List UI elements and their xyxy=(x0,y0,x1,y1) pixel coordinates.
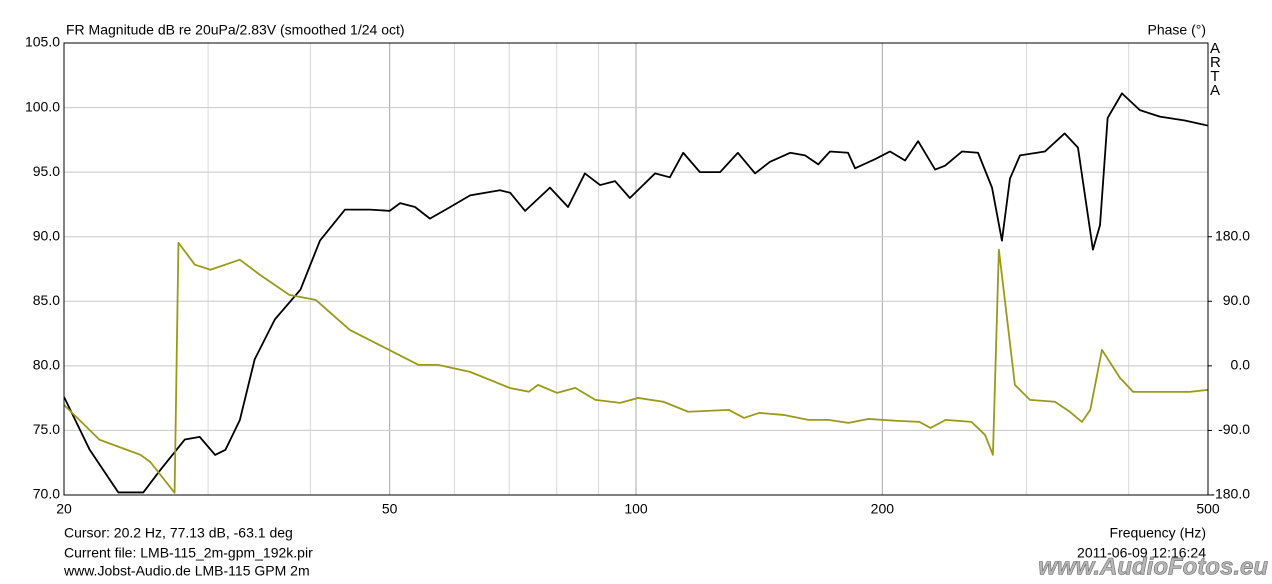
brand-label: ARTA xyxy=(1210,40,1221,99)
y2-tick-label: -180.0 xyxy=(1210,486,1250,502)
footer-line: www.Jobst-Audio.de LMB-115 GPM 2m xyxy=(63,563,310,579)
y2-tick-label: -90.0 xyxy=(1218,421,1250,437)
y-tick-label: 75.0 xyxy=(33,421,60,437)
y2-axis-title: Phase (°) xyxy=(1147,22,1206,38)
y2-tick-label: 0.0 xyxy=(1231,357,1251,373)
x-tick-label: 100 xyxy=(624,501,648,517)
y2-tick-label: 180.0 xyxy=(1215,227,1250,243)
footer-line: Cursor: 20.2 Hz, 77.13 dB, -63.1 deg xyxy=(64,525,293,541)
x-tick-label: 20 xyxy=(56,501,72,517)
chart-title: FR Magnitude dB re 20uPa/2.83V (smoothed… xyxy=(66,22,405,38)
y2-tick-label: 90.0 xyxy=(1223,292,1250,308)
x-axis-title: Frequency (Hz) xyxy=(1110,525,1206,541)
plot-frame xyxy=(63,42,1209,496)
timestamp: 2011-06-09 12:16:24 xyxy=(1077,545,1206,561)
x-tick-label: 50 xyxy=(382,501,398,517)
x-tick-label: 500 xyxy=(1196,501,1220,517)
series-line xyxy=(64,241,1208,494)
watermark: www.AudioFotos.eu xyxy=(1038,553,1268,580)
y-tick-label: 80.0 xyxy=(33,357,60,373)
y-tick-label: 85.0 xyxy=(33,292,60,308)
series-line xyxy=(64,92,1208,494)
y-tick-label: 95.0 xyxy=(33,163,60,179)
y-tick-label: 90.0 xyxy=(33,227,60,243)
x-tick-label: 200 xyxy=(871,501,895,517)
y-tick-label: 105.0 xyxy=(25,34,60,50)
footer-line: Current file: LMB-115_2m-gpm_192k.pir xyxy=(64,545,313,561)
y-tick-label: 100.0 xyxy=(25,98,60,114)
y-tick-label: 70.0 xyxy=(33,486,60,502)
